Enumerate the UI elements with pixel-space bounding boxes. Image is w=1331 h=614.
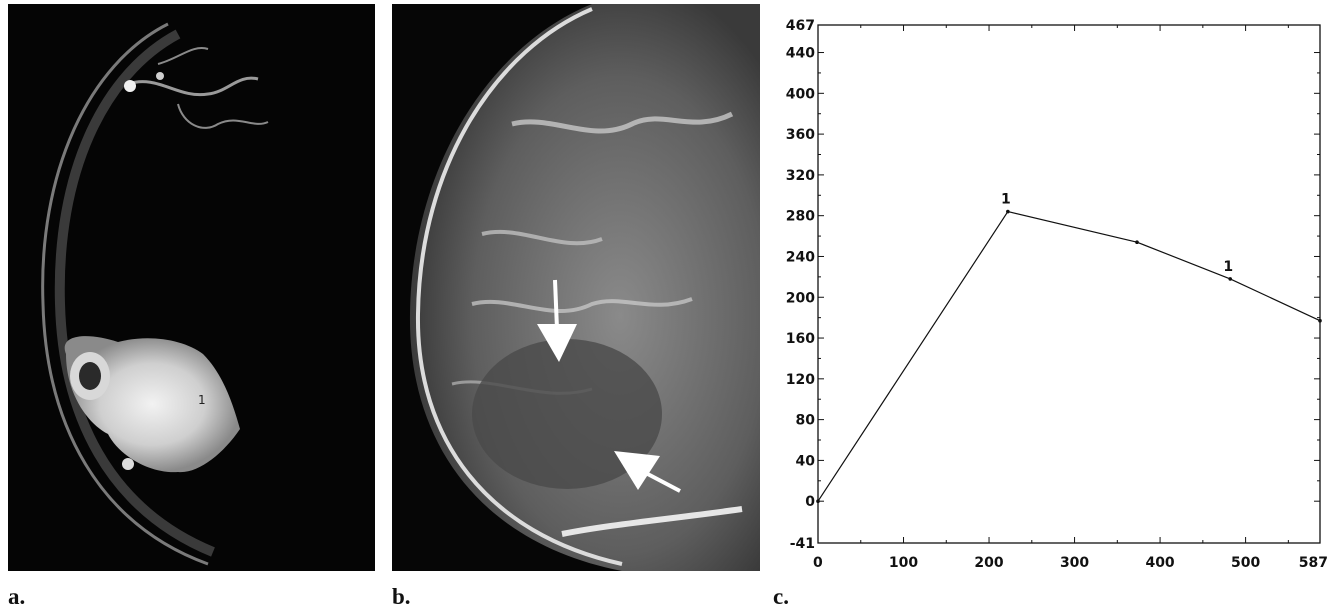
arrow-shaft-1 [553,279,559,330]
arrow-head-2 [614,451,660,490]
curve-data-point [816,499,820,503]
x-tick-label: 587 [1299,555,1328,571]
y-tick-label: -41 [790,536,815,552]
y-tick-label: 160 [786,331,815,347]
x-tick-label: 500 [1231,555,1260,571]
chart-point-labels: 11 [1001,192,1233,275]
curve-data-point [1318,318,1322,323]
chart-axes [817,24,1321,544]
chart-series [816,209,1322,503]
curve-point-label: 1 [1001,192,1011,208]
enhancement-curve-line [817,210,1321,502]
y-tick-label: 40 [796,453,816,469]
x-tick-label: 100 [889,555,918,571]
curve-data-point [1135,240,1139,244]
chart-ticks: -41 0 40 80 120 160 200 240 280 320 360 400 440 467 0 1… [786,18,1328,571]
mri-image-a-drawing: 1 [8,4,375,571]
y-tick-label: 240 [786,249,815,265]
y-tick-label: 80 [796,413,816,429]
x-tick-label: 0 [813,555,823,571]
curve-data-point [1228,277,1233,281]
x-tick-label: 200 [974,555,1003,571]
x-tick-label: 400 [1145,555,1174,571]
mri-image-b [392,4,760,571]
y-tick-label: 120 [786,372,815,388]
roi-marker: 1 [198,393,206,407]
time-intensity-chart: -41 0 40 80 120 160 200 240 280 320 360 400 440 467 0 1… [786,18,1328,571]
panel-label-c: c. [773,584,789,609]
y-tick-label: 0 [805,494,815,510]
x-tick-label: 300 [1060,555,1089,571]
panel-label-b: b. [392,584,411,609]
y-tick-label: 360 [786,127,815,143]
plot-frame [817,24,1321,544]
y-tick-label: 467 [786,18,815,34]
curve-point-label: 1 [1223,259,1233,275]
y-tick-label: 440 [786,46,815,62]
y-tick-label: 200 [786,290,815,306]
arrow-shaft-2 [641,469,681,493]
panel-label-a: a. [8,584,26,609]
y-tick-label: 280 [786,209,815,225]
curve-data-point [1006,209,1010,214]
y-tick-label: 400 [786,86,815,102]
mri-image-b-drawing [392,4,760,571]
mri-image-a: 1 [8,4,375,571]
arrow-head-1 [537,324,577,362]
y-tick-label: 320 [786,168,815,184]
